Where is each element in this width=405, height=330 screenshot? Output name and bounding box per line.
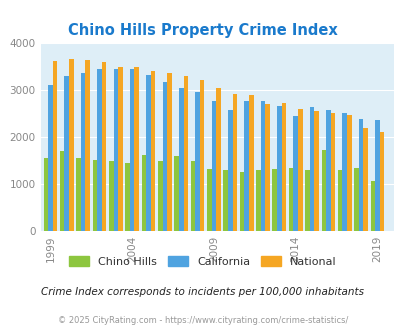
Bar [223, 170, 228, 231]
Bar [64, 76, 69, 231]
Bar [102, 62, 106, 231]
Text: Chino Hills Property Crime Index: Chino Hills Property Crime Index [68, 23, 337, 38]
Bar [174, 156, 179, 231]
Bar [43, 158, 48, 231]
Legend: Chino Hills, California, National: Chino Hills, California, National [65, 251, 340, 271]
Bar [288, 168, 293, 231]
Bar [97, 69, 102, 231]
Bar [118, 67, 122, 231]
Bar [330, 114, 335, 231]
Bar [92, 160, 97, 231]
Bar [358, 118, 362, 231]
Bar [216, 87, 220, 231]
Bar [248, 95, 253, 231]
Bar [48, 85, 53, 231]
Bar [69, 59, 73, 231]
Bar [293, 116, 297, 231]
Bar [207, 169, 211, 231]
Bar [146, 75, 150, 231]
Bar [125, 163, 130, 231]
Bar [276, 106, 281, 231]
Bar [81, 74, 85, 231]
Bar [256, 170, 260, 231]
Bar [264, 104, 269, 231]
Bar [281, 103, 286, 231]
Bar [183, 76, 188, 231]
Bar [76, 158, 81, 231]
Bar [179, 88, 183, 231]
Bar [337, 170, 342, 231]
Bar [374, 120, 379, 231]
Bar [297, 109, 302, 231]
Bar [134, 67, 139, 231]
Bar [190, 161, 195, 231]
Bar [379, 132, 384, 231]
Bar [321, 150, 325, 231]
Bar [272, 169, 276, 231]
Text: Crime Index corresponds to incidents per 100,000 inhabitants: Crime Index corresponds to incidents per… [41, 287, 364, 297]
Bar [53, 61, 57, 231]
Bar [342, 114, 346, 231]
Bar [228, 110, 232, 231]
Bar [305, 170, 309, 231]
Bar [109, 161, 113, 231]
Bar [362, 128, 367, 231]
Bar [309, 107, 313, 231]
Bar [60, 151, 64, 231]
Bar [141, 155, 146, 231]
Bar [325, 110, 330, 231]
Bar [232, 94, 237, 231]
Bar [260, 101, 264, 231]
Bar [313, 111, 318, 231]
Bar [162, 82, 167, 231]
Bar [158, 161, 162, 231]
Bar [195, 92, 199, 231]
Bar [354, 168, 358, 231]
Bar [370, 181, 374, 231]
Bar [85, 60, 90, 231]
Bar [150, 71, 155, 231]
Bar [346, 115, 351, 231]
Bar [244, 101, 248, 231]
Text: © 2025 CityRating.com - https://www.cityrating.com/crime-statistics/: © 2025 CityRating.com - https://www.city… [58, 315, 347, 325]
Bar [199, 80, 204, 231]
Bar [113, 69, 118, 231]
Bar [211, 101, 216, 231]
Bar [130, 69, 134, 231]
Bar [167, 74, 171, 231]
Bar [239, 172, 244, 231]
